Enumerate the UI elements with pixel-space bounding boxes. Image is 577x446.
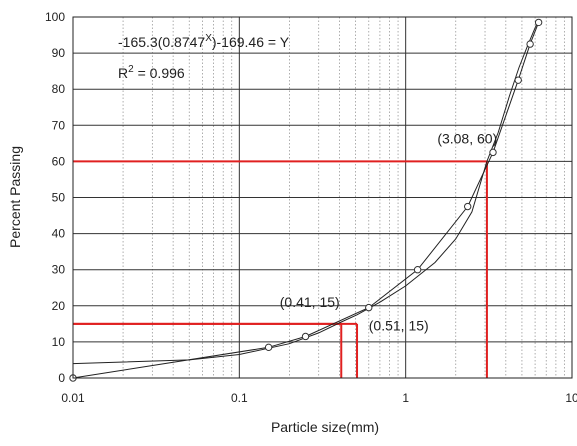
data-point: [534, 18, 543, 27]
x-tick-label: 0.01: [61, 391, 85, 405]
r2-sup: 2: [128, 64, 134, 75]
annotation-label: (0.41, 15): [280, 294, 340, 310]
observed-curve: [72, 22, 540, 379]
y-tick-label: 20: [52, 299, 66, 313]
plot-frame: [72, 16, 573, 379]
x-axis-label: Particle size(mm): [271, 419, 379, 435]
y-tick-label: 30: [52, 263, 66, 277]
highlight-lines: [73, 160, 488, 378]
equation-sup: X: [205, 33, 212, 44]
y-tick-label: 70: [52, 118, 66, 132]
annotation-label: (3.08, 60): [437, 130, 497, 146]
y-tick-label: 90: [52, 46, 66, 60]
annotation-label: (0.51, 15): [369, 317, 429, 333]
r2-r: R: [118, 65, 128, 81]
y-tick-label: 10: [52, 335, 66, 349]
data-point: [301, 332, 310, 341]
equation-label: -165.3(0.8747X)-169.46 = Y: [118, 33, 290, 50]
r2-rest: = 0.996: [134, 65, 185, 81]
data-point: [365, 303, 373, 312]
y-tick-label: 60: [52, 154, 66, 168]
minor-gridlines: [122, 17, 565, 378]
x-tick-labels: 0.01 0.1 1 10: [61, 391, 577, 405]
data-points: [69, 18, 543, 382]
data-point: [413, 266, 422, 274]
point-annotations: (3.08, 60) (0.41, 15) (0.51, 15): [280, 130, 498, 333]
y-axis-label: Percent Passing: [7, 146, 23, 248]
y-tick-label: 0: [58, 371, 65, 385]
fit-curve: [72, 20, 540, 365]
data-point: [526, 40, 534, 48]
data-point: [514, 76, 522, 84]
data-point: [463, 202, 472, 211]
y-tick-label: 50: [52, 191, 66, 205]
y-tick-label: 80: [52, 82, 66, 96]
x-tick-label: 0.1: [231, 391, 248, 405]
equation-main: -165.3(0.8747: [118, 34, 205, 50]
series-lines: [72, 20, 540, 379]
data-point: [489, 148, 497, 157]
x-tick-label: 1: [402, 391, 409, 405]
data-point: [264, 343, 273, 352]
y-tick-label: 40: [52, 227, 66, 241]
r-squared-label: R2 = 0.996: [118, 64, 185, 81]
y-tick-label: 100: [45, 10, 65, 24]
x-tick-label: 10: [565, 391, 577, 405]
y-tick-labels: 0 10 20 30 40 50 60 70 80 90 100: [45, 10, 65, 385]
equation-rest: )-169.46 = Y: [212, 34, 290, 50]
